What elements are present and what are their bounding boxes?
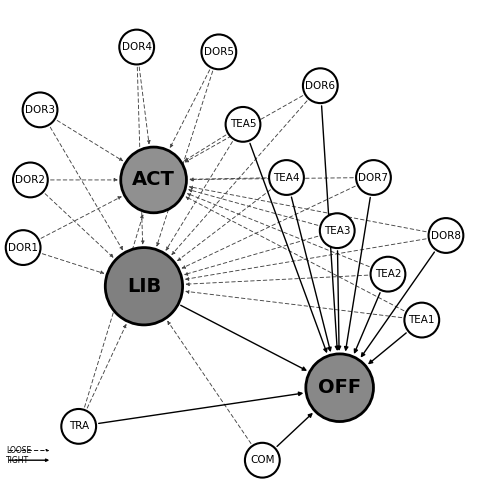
Circle shape	[226, 107, 260, 142]
Text: TIGHT: TIGHT	[6, 456, 29, 464]
Circle shape	[201, 34, 236, 70]
Text: DOR1: DOR1	[8, 242, 38, 252]
Circle shape	[6, 230, 40, 265]
Circle shape	[61, 409, 96, 444]
Circle shape	[269, 160, 304, 195]
Circle shape	[105, 248, 183, 325]
Circle shape	[13, 162, 48, 198]
Circle shape	[370, 257, 405, 292]
Text: TRA: TRA	[69, 422, 89, 432]
Circle shape	[356, 160, 391, 195]
Circle shape	[320, 214, 355, 248]
Text: DOR8: DOR8	[431, 230, 461, 240]
Text: TEA1: TEA1	[409, 315, 435, 325]
Circle shape	[404, 302, 439, 338]
Text: ACT: ACT	[132, 170, 175, 190]
Text: LIB: LIB	[127, 276, 161, 295]
Text: TEA2: TEA2	[375, 269, 401, 279]
Text: DOR5: DOR5	[204, 47, 234, 57]
Text: LOOSE: LOOSE	[6, 446, 32, 455]
Circle shape	[429, 218, 463, 253]
Circle shape	[306, 354, 373, 422]
Circle shape	[23, 92, 57, 128]
Circle shape	[121, 147, 187, 213]
Circle shape	[303, 68, 338, 103]
Text: DOR6: DOR6	[305, 80, 335, 90]
Text: DOR2: DOR2	[16, 175, 45, 185]
Text: DOR4: DOR4	[122, 42, 152, 52]
Text: TEA5: TEA5	[230, 120, 256, 130]
Circle shape	[245, 443, 280, 478]
Text: TEA3: TEA3	[324, 226, 350, 235]
Text: TEA4: TEA4	[273, 172, 300, 182]
Circle shape	[119, 30, 154, 64]
Text: DOR7: DOR7	[359, 172, 388, 182]
Text: OFF: OFF	[318, 378, 361, 397]
Text: DOR3: DOR3	[25, 105, 55, 115]
Text: COM: COM	[250, 455, 275, 465]
